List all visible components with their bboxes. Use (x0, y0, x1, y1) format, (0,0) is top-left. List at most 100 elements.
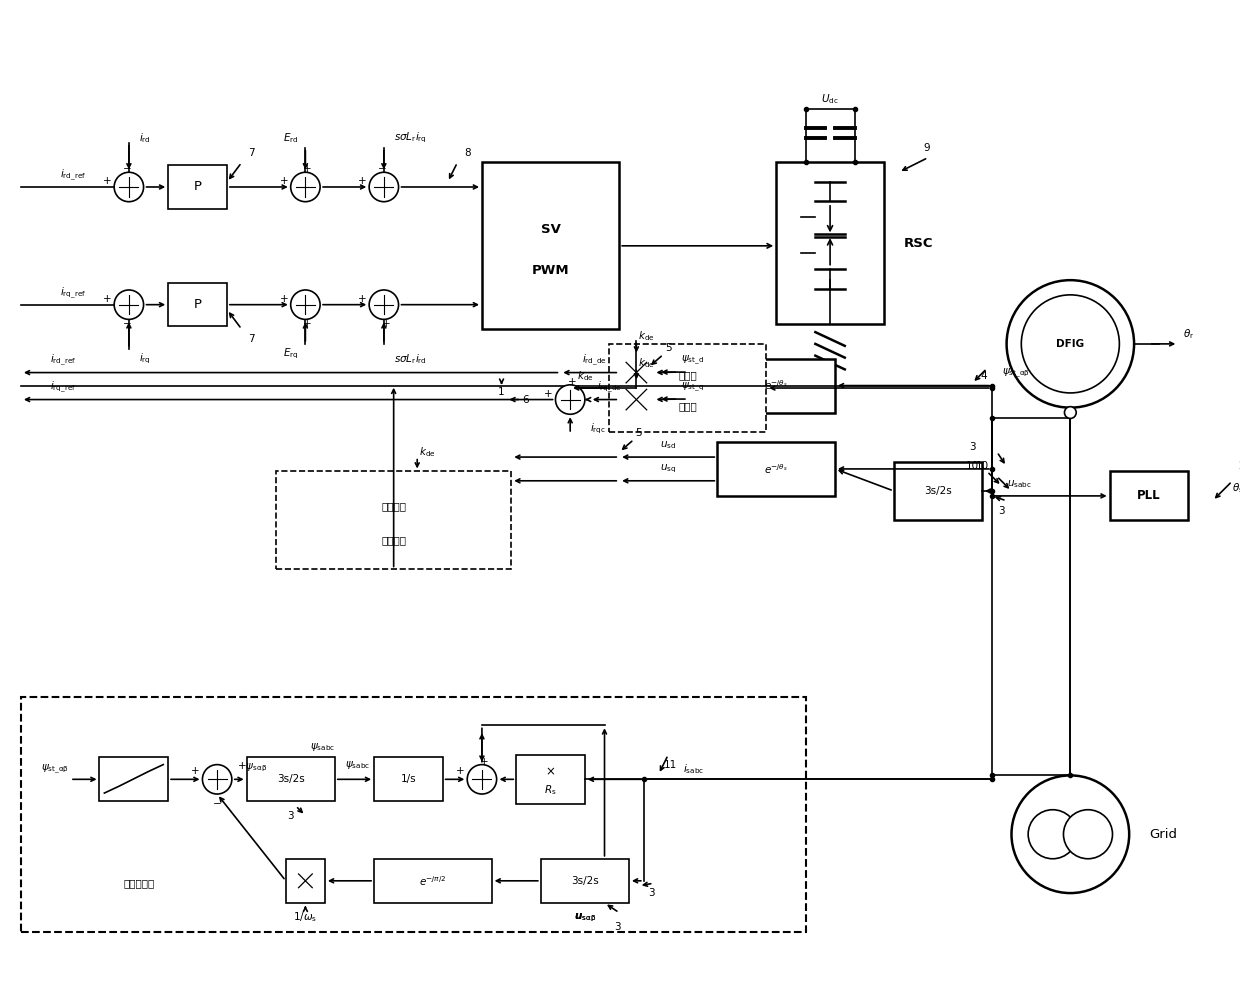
Bar (894, 462, 982, 520)
Bar (1110, 471, 1188, 520)
Text: $\psi_{\rm st\_\alpha\beta}$: $\psi_{\rm st\_\alpha\beta}$ (41, 763, 68, 776)
Text: +: + (303, 319, 311, 329)
Text: $i_{\rm rd\_ref}$: $i_{\rm rd\_ref}$ (51, 354, 77, 368)
Text: +: + (480, 757, 489, 767)
Text: 3s/2s: 3s/2s (572, 876, 599, 886)
Text: 11: 11 (663, 760, 677, 770)
Text: $E_{\rm rq}$: $E_{\rm rq}$ (283, 347, 299, 361)
Text: 5: 5 (665, 343, 672, 353)
Bar (619, 355, 653, 390)
Circle shape (1064, 407, 1076, 418)
Text: $\psi_{\rm st\_\alpha\beta}$: $\psi_{\rm st\_\alpha\beta}$ (1002, 367, 1029, 380)
Text: 9: 9 (924, 142, 930, 153)
Bar (609, 344, 766, 432)
Text: +: + (568, 377, 577, 387)
Bar (169, 283, 227, 326)
Bar (717, 358, 835, 412)
Text: 3: 3 (998, 506, 1004, 516)
Text: +: + (382, 319, 391, 329)
Text: $u_{\rm sabc}$: $u_{\rm sabc}$ (1007, 478, 1032, 490)
Text: $\psi_{\rm sabc}$: $\psi_{\rm sabc}$ (345, 759, 370, 771)
Text: $i_{\rm rq\_ref}$: $i_{\rm rq\_ref}$ (51, 380, 77, 396)
Text: 2: 2 (1239, 462, 1240, 471)
Text: $\times$: $\times$ (546, 765, 556, 779)
Text: 3s/2s: 3s/2s (924, 486, 952, 496)
Circle shape (467, 765, 497, 794)
Text: $\theta_{\rm r}$: $\theta_{\rm r}$ (1183, 327, 1194, 341)
Text: RSC: RSC (904, 237, 934, 249)
Text: $k_{\rm de}$: $k_{\rm de}$ (637, 355, 655, 369)
Circle shape (290, 290, 320, 319)
Text: 低通滤波器: 低通滤波器 (123, 878, 154, 889)
Text: +: + (358, 176, 367, 187)
Text: $E_{\rm rd}$: $E_{\rm rd}$ (283, 131, 299, 145)
Text: 无功电流: 无功电流 (381, 501, 407, 511)
Text: +: + (279, 176, 288, 187)
Text: $i_{\rm sabc}$: $i_{\rm sabc}$ (683, 763, 704, 777)
Text: 5: 5 (636, 427, 642, 438)
Text: $\theta_{\rm s}$: $\theta_{\rm s}$ (1233, 481, 1240, 495)
Bar (516, 755, 585, 804)
Circle shape (1007, 280, 1135, 408)
Text: +: + (103, 176, 112, 187)
Text: −: − (213, 798, 222, 809)
Text: Grid: Grid (1148, 828, 1177, 841)
Text: $i_{\rm rqc}$: $i_{\rm rqc}$ (590, 422, 606, 436)
Circle shape (370, 172, 398, 201)
Text: +: + (544, 389, 553, 399)
Circle shape (556, 385, 585, 414)
Bar (619, 382, 653, 416)
Text: $u_{\rm sq}$: $u_{\rm sq}$ (660, 463, 676, 475)
Text: $i_{\rm rq\_ref}$: $i_{\rm rq\_ref}$ (61, 286, 87, 300)
Text: PLL: PLL (1137, 489, 1161, 503)
Text: 4: 4 (981, 371, 987, 381)
Text: 3: 3 (614, 922, 621, 932)
Circle shape (1064, 810, 1112, 858)
Text: $k_{\rm de}$: $k_{\rm de}$ (637, 329, 655, 343)
Text: $\psi_{\rm st\_q}$: $\psi_{\rm st\_q}$ (681, 381, 704, 394)
Text: PWM: PWM (532, 264, 569, 277)
Text: 7: 7 (248, 147, 254, 158)
Text: $\psi_{\rm sabc}$: $\psi_{\rm sabc}$ (310, 741, 336, 753)
Text: $1/\omega_{\rm s}$: $1/\omega_{\rm s}$ (294, 910, 317, 924)
Bar (374, 858, 492, 902)
Text: $+\psi_{\rm s\alpha\beta}$: $+\psi_{\rm s\alpha\beta}$ (237, 761, 267, 774)
Text: $i_{\rm rq\_de}$: $i_{\rm rq\_de}$ (596, 380, 621, 396)
Text: 数计算: 数计算 (678, 401, 697, 410)
Text: 10: 10 (966, 462, 978, 471)
Text: 3: 3 (288, 810, 294, 821)
Text: 6: 6 (523, 395, 529, 405)
Text: 3: 3 (649, 888, 655, 899)
Text: $\boldsymbol{u}_{\rm s\alpha\beta}$: $\boldsymbol{u}_{\rm s\alpha\beta}$ (574, 911, 596, 924)
Text: $k_{\rm de}$: $k_{\rm de}$ (577, 369, 593, 383)
Bar (541, 858, 629, 902)
Bar (482, 162, 619, 329)
Text: $s\sigma L_{\rm r}i_{\rm rd}$: $s\sigma L_{\rm r}i_{\rm rd}$ (393, 352, 427, 365)
Text: $i_{\rm rd\_de}$: $i_{\rm rd\_de}$ (583, 354, 608, 368)
Text: $s\sigma L_{\rm r}i_{\rm rq}$: $s\sigma L_{\rm r}i_{\rm rq}$ (393, 131, 427, 145)
Text: P: P (193, 181, 202, 193)
Bar (99, 757, 169, 801)
Circle shape (1028, 810, 1078, 858)
Text: $e^{-j\theta_s}$: $e^{-j\theta_s}$ (764, 379, 789, 393)
Text: +: + (303, 164, 311, 175)
Text: P: P (193, 299, 202, 311)
Bar (247, 757, 335, 801)
Text: −: − (123, 164, 131, 175)
Text: $k_{\rm de}$: $k_{\rm de}$ (419, 445, 435, 459)
Text: 7: 7 (248, 334, 254, 344)
Text: +: + (358, 294, 367, 303)
Text: +: + (279, 294, 288, 303)
Text: +: + (191, 767, 200, 777)
Text: $U_{\rm dc}$: $U_{\rm dc}$ (821, 92, 839, 106)
Bar (277, 471, 511, 570)
Circle shape (1012, 776, 1130, 893)
Text: SV: SV (541, 223, 560, 236)
Bar (285, 858, 325, 902)
Text: 3: 3 (968, 442, 976, 452)
Circle shape (290, 172, 320, 201)
Text: 10: 10 (976, 462, 988, 471)
Text: +: + (456, 767, 465, 777)
Text: −: − (123, 319, 131, 329)
Bar (21, 697, 806, 932)
